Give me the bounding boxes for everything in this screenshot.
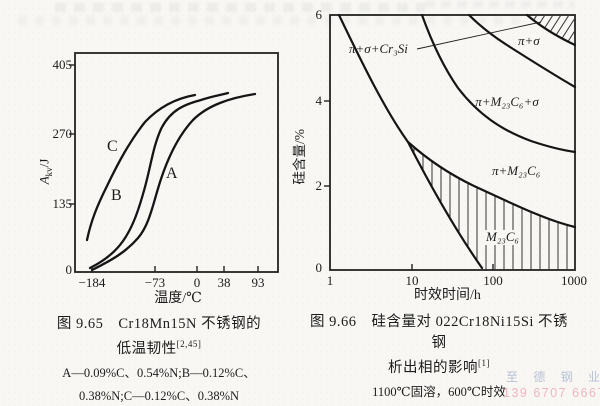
left-x-tick-m73: −73	[144, 275, 166, 290]
region-label-pi-sigma: π+σ	[518, 33, 540, 48]
curve-c	[85, 93, 197, 242]
left-y-tick-135: 135	[52, 196, 73, 211]
region-label-pi-sigma-cr3si: π+σ+Cr₃Si	[349, 41, 408, 56]
left-x-axis-label: 温度/℃	[154, 291, 202, 306]
left-y-tick-405: 405	[52, 57, 73, 72]
boundary-cr3si-corner	[525, 13, 577, 47]
right-y-tick-6: 6	[315, 7, 323, 22]
left-figure-caption: 图 9.65 Cr18Mn15N 不锈钢的 低温韧性[2,45] A—0.09%…	[28, 312, 290, 406]
akv-symbol: A	[36, 176, 52, 185]
curve-label-a: A	[166, 165, 178, 182]
left-caption-composition-1: A—0.09%C、0.54%N;B—0.12%C、	[62, 366, 256, 380]
right-x-tick-10: 10	[405, 273, 419, 288]
right-y-tick-4: 4	[315, 93, 323, 108]
left-caption-subtitle-text: 低温韧性	[116, 341, 177, 357]
left-y-tick-270: 270	[52, 126, 73, 141]
right-y-tick-0: 0	[315, 260, 323, 275]
right-plot-border	[329, 14, 576, 271]
left-x-tick-93: 93	[251, 275, 265, 290]
region-label-pi-m23c6-sigma: π+M₂₃C₆+σ	[475, 94, 539, 109]
region-label-m23c6: M₂₃C₆	[484, 229, 522, 245]
boundary-m23c6-band-top	[406, 140, 577, 229]
left-caption-title: 图 9.65 Cr18Mn15N 不锈钢的	[56, 316, 262, 332]
akv-unit: /J	[36, 158, 52, 168]
left-plot-border	[74, 52, 279, 273]
left-caption-reference: [2,45]	[176, 339, 202, 350]
akv-subscript: kv	[44, 167, 55, 177]
right-caption-title: 图 9.66 硅含量对 022Cr18Ni15Si 不锈钢	[309, 314, 569, 351]
boundary-pi-sigma	[467, 13, 577, 89]
left-y-tick-marks	[69, 64, 75, 205]
curve-label-c: C	[107, 138, 118, 155]
right-y-tick-2: 2	[315, 178, 323, 193]
right-caption-subtitle-text: 析出相的影响	[388, 360, 478, 376]
right-figure-caption: 图 9.66 硅含量对 022Cr18Ni15Si 不锈钢 析出相的影响[1] …	[305, 310, 573, 404]
right-y-tick-marks	[324, 100, 330, 187]
right-caption-conditions: 1100℃固溶，600℃时效	[372, 385, 506, 399]
curve-a	[90, 92, 257, 272]
right-x-tick-1000: 1000	[561, 273, 587, 288]
left-caption-subtitle: 低温韧性[2,45]	[28, 337, 290, 358]
left-x-tick-0: 0	[193, 275, 201, 290]
right-caption-reference: [1]	[478, 358, 490, 369]
left-x-tick-m184: −184	[78, 275, 106, 290]
right-x-tick-marks	[411, 264, 494, 270]
boundary-pi-m23c6-sigma	[420, 13, 577, 154]
right-y-axis-label: 硅含量/%	[292, 129, 308, 185]
curve-label-b: B	[111, 187, 122, 204]
left-y-axis-label: Akv/J	[36, 139, 55, 203]
region-label-pi-m23c6: π+M₂₃C₆	[492, 163, 541, 178]
curve-b	[88, 91, 230, 270]
leader-line-cr3si	[416, 21, 542, 50]
vertical-hatch-region	[413, 142, 568, 270]
left-x-tick-38: 38	[217, 275, 231, 290]
left-plot	[69, 52, 279, 273]
left-caption-composition-2: 0.38%N;C—0.12%C、0.38%N	[78, 389, 240, 403]
right-x-axis-label: 时效时间/h	[414, 288, 481, 303]
watermark-phone: 139 6707 6667	[503, 386, 600, 400]
right-x-tick-100: 100	[483, 273, 503, 288]
right-x-tick-1: 1	[326, 273, 334, 288]
right-caption-subtitle: 析出相的影响[1]	[305, 356, 573, 377]
left-y-tick-0: 0	[65, 262, 73, 277]
watermark-company: 至 德 钢 业	[506, 370, 600, 384]
